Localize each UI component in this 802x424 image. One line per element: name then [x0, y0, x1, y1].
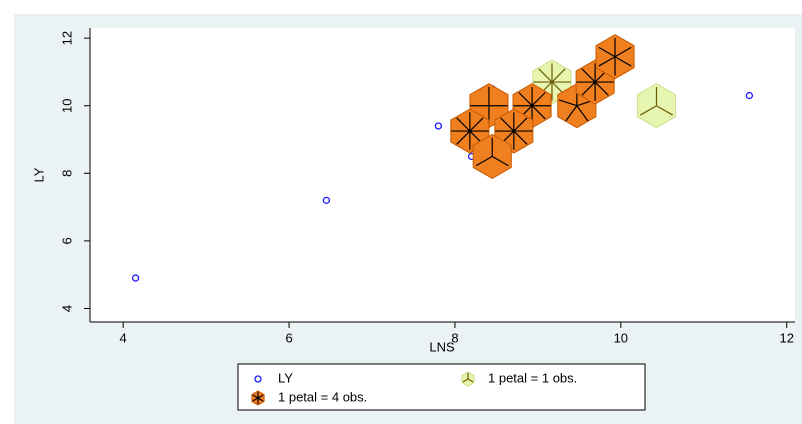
legend-label: LY	[278, 370, 293, 385]
petal	[656, 105, 673, 116]
legend-box	[237, 363, 646, 411]
petal	[558, 99, 578, 107]
petal	[518, 92, 533, 107]
petal	[456, 130, 471, 145]
petal	[462, 378, 469, 383]
petal	[469, 117, 484, 132]
y-tick-label: 12	[59, 31, 74, 45]
sunflower	[472, 133, 512, 179]
petal	[475, 155, 493, 167]
legend-symbol	[251, 390, 265, 406]
sunflower	[595, 34, 635, 80]
sunflower	[636, 83, 676, 129]
x-tick-label: 12	[779, 330, 793, 345]
y-tick-label: 8	[59, 170, 74, 177]
y-axis-title: LY	[31, 167, 46, 182]
legend-symbol	[254, 375, 262, 383]
y-tick-label: 10	[59, 98, 74, 112]
petal	[252, 397, 259, 402]
petal	[257, 394, 264, 399]
petal	[456, 117, 471, 132]
petal	[531, 92, 546, 107]
legend-label: 1 petal = 1 obs.	[488, 370, 577, 385]
y-tick-label: 6	[59, 237, 74, 244]
petal	[500, 117, 515, 132]
point	[131, 274, 140, 282]
petal	[491, 155, 509, 167]
petal	[594, 81, 609, 96]
petal	[614, 46, 632, 58]
plot-region	[90, 28, 795, 322]
point	[434, 122, 443, 130]
petal	[531, 105, 546, 120]
petal	[576, 105, 589, 122]
point	[322, 196, 331, 204]
petal	[551, 68, 566, 83]
petal	[581, 68, 596, 83]
petal	[538, 68, 553, 83]
petal	[614, 56, 632, 67]
petal	[598, 46, 616, 58]
petal	[513, 117, 528, 132]
petal	[639, 105, 657, 116]
plot-marks	[131, 34, 754, 282]
x-tick-label: 4	[120, 330, 127, 345]
x-tick-label: 8	[451, 330, 458, 345]
x-tick-label: 10	[614, 330, 628, 345]
petal	[257, 397, 264, 402]
petal	[581, 81, 596, 96]
petal	[565, 105, 578, 122]
x-tick-label: 6	[285, 330, 292, 345]
point	[745, 91, 754, 100]
petal	[252, 394, 259, 399]
petal	[513, 130, 528, 145]
y-tick-label: 4	[59, 305, 74, 312]
x-axis-title: LNS	[429, 339, 455, 354]
petal	[467, 378, 474, 383]
legend-symbol	[461, 371, 475, 387]
petal	[598, 56, 616, 67]
legend-label: 1 petal = 4 obs.	[278, 389, 367, 404]
